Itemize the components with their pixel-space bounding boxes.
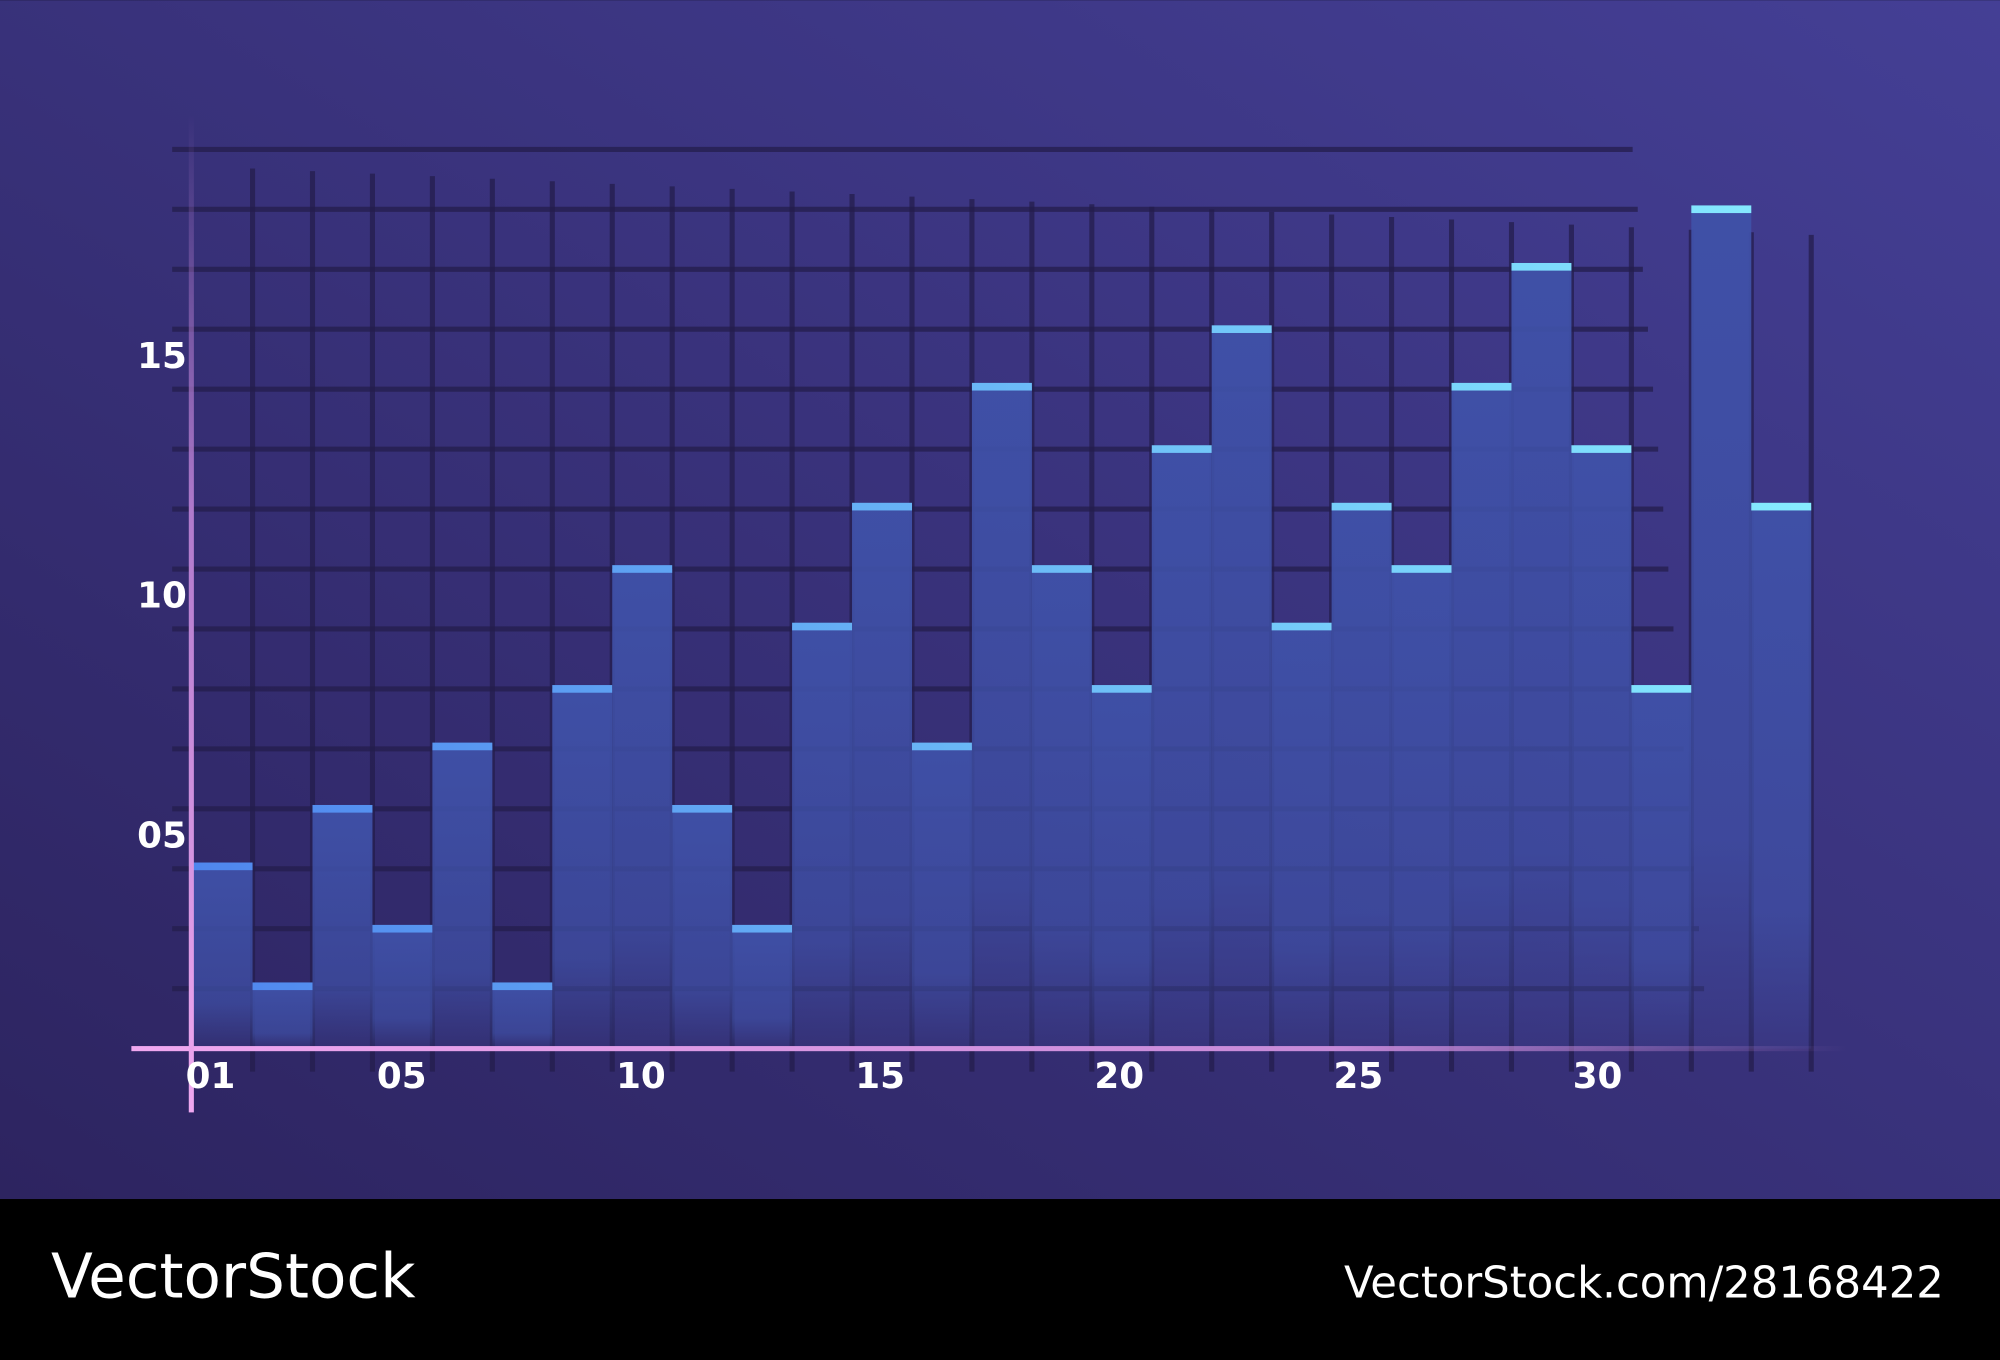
- bar-cap: [372, 924, 433, 933]
- y-tick-label: 10: [137, 576, 187, 617]
- bar: [252, 986, 313, 1049]
- x-tick-label: 25: [1334, 1056, 1384, 1097]
- bar-cap: [1391, 565, 1452, 573]
- bar: [372, 928, 433, 1049]
- bar-cap: [1631, 685, 1692, 693]
- bar: [492, 986, 553, 1049]
- bar: [1151, 449, 1212, 1049]
- bar-cap: [1751, 502, 1812, 511]
- y-axis: [188, 114, 194, 1113]
- bar: [1691, 209, 1752, 1049]
- bar-cap: [1451, 382, 1512, 391]
- bar-cap: [1151, 445, 1212, 453]
- x-tick-label: 01: [186, 1056, 236, 1097]
- bar: [312, 808, 373, 1049]
- bar: [612, 568, 673, 1049]
- bar-cap: [192, 862, 253, 871]
- bar-cap: [612, 565, 673, 573]
- bar: [1511, 266, 1572, 1049]
- bar: [971, 386, 1032, 1049]
- bar-cap: [1331, 502, 1392, 511]
- bar-cap: [432, 742, 493, 751]
- bar: [1271, 626, 1332, 1049]
- x-tick-label: 05: [377, 1056, 427, 1097]
- bar-cap: [492, 982, 553, 991]
- y-tick-label: 15: [137, 336, 187, 377]
- bar-cap: [1211, 325, 1272, 333]
- bar: [672, 808, 733, 1049]
- bar-cap: [672, 804, 733, 813]
- bar: [552, 688, 613, 1049]
- bar: [432, 746, 493, 1049]
- bar: [1091, 688, 1152, 1049]
- bar: [1631, 688, 1692, 1049]
- x-tick-label: 20: [1094, 1056, 1144, 1097]
- x-tick-label: 15: [855, 1056, 905, 1097]
- brand: VectorStock: [51, 1241, 416, 1312]
- bar-cap: [1091, 685, 1152, 693]
- bar-cap: [1571, 445, 1632, 453]
- bar: [1451, 386, 1512, 1049]
- bar-cap: [312, 804, 373, 813]
- bar-cap: [1691, 205, 1752, 214]
- bar: [1331, 506, 1392, 1049]
- bar: [1391, 568, 1452, 1049]
- bar: [732, 928, 793, 1049]
- labels: 05 10 15 01 05 10 15 20 25 30: [137, 336, 1622, 1097]
- bar: [1031, 568, 1092, 1049]
- bars: [192, 205, 1812, 1049]
- bar: [911, 746, 972, 1049]
- bar-cap: [971, 382, 1032, 391]
- bar-cap: [792, 622, 853, 631]
- bar-cap: [852, 502, 912, 511]
- bar-cap: [552, 685, 613, 693]
- bar-cap: [732, 924, 793, 933]
- footer: [0, 1199, 2000, 1360]
- bar: [1571, 449, 1632, 1049]
- x-tick-label: 30: [1573, 1056, 1623, 1097]
- x-axis: [131, 1046, 1847, 1052]
- bar: [1751, 506, 1812, 1049]
- bar: [192, 866, 253, 1049]
- bar: [1211, 329, 1272, 1049]
- bar-cap: [911, 742, 972, 751]
- url: VectorStock.com/28168422: [1344, 1258, 1944, 1308]
- bar: [792, 626, 853, 1049]
- bar-cap: [1271, 622, 1332, 631]
- x-tick-label: 10: [616, 1056, 666, 1097]
- bar-cap: [1511, 262, 1572, 271]
- bar-cap: [252, 982, 313, 991]
- bar-cap: [1031, 565, 1092, 573]
- y-tick-label: 05: [137, 816, 187, 857]
- bar: [852, 506, 912, 1049]
